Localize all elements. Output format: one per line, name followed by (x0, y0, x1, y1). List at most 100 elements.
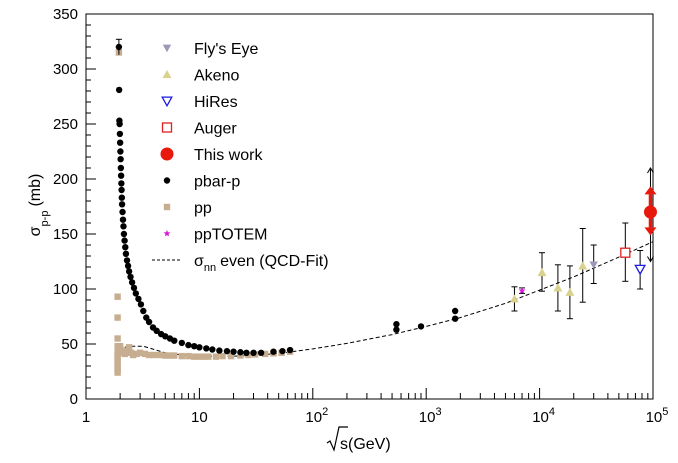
legend-item-pptotem: ppTOTEM (163, 227, 268, 244)
data-point-pbarp (116, 130, 124, 138)
data-point-pbarp (178, 339, 186, 347)
data-point-akeno (553, 283, 563, 292)
data-point-pp (178, 352, 186, 360)
data-point-pp (121, 350, 129, 358)
data-point-pbarp (121, 237, 128, 244)
data-point-pp (133, 350, 140, 358)
data-point-pbarp (417, 323, 425, 330)
x-tick-base: 10 (646, 409, 663, 426)
x-tick-base: 10 (419, 409, 436, 426)
data-point-pbarp (451, 315, 459, 322)
data-point-pp (196, 353, 203, 360)
fit-curve-line (124, 241, 654, 357)
data-point-pbarp (124, 262, 132, 270)
data-point-pp (227, 352, 235, 360)
data-point-pp (114, 357, 121, 364)
data-point-pbarp (140, 307, 147, 315)
data-point-pbarp (119, 216, 127, 223)
data-point-flyseye (589, 261, 598, 269)
data-point-pbarp (250, 349, 257, 356)
data-point-pbarp (120, 230, 128, 238)
y-tick-label: 0 (70, 391, 78, 408)
legend-marker-flyseye (162, 44, 172, 53)
sqrt-icon (326, 426, 348, 452)
x-axis-label: s(GeV) (326, 426, 391, 453)
data-point-pp (125, 344, 133, 351)
data-point-hires (634, 264, 647, 276)
systematic-arrow-up (647, 167, 654, 174)
error-arrow-down (644, 227, 657, 236)
data-point-pbarp (191, 343, 198, 350)
legend-label-fit: σnn even (QCD-Fit) (194, 253, 329, 274)
data-point-pbarp (279, 347, 286, 355)
legend-marker-thiswork (160, 147, 174, 161)
data-point-pbarp (185, 341, 192, 349)
data-point-pbarp (237, 349, 244, 356)
data-point-pbarp (196, 344, 203, 351)
data-point-pbarp (127, 273, 134, 281)
legend-marker-hires (161, 96, 173, 108)
legend-marker-akeno (162, 70, 172, 79)
legend-label-akeno: Akeno (194, 68, 239, 85)
series-thiswork (643, 167, 657, 263)
legend-label-main: σ (194, 253, 204, 270)
legend-label-flyseye: Fly's Eye (194, 41, 259, 58)
data-point-pbarp (393, 321, 400, 328)
data-point-akeno (509, 294, 519, 303)
data-point-pbarp (117, 164, 125, 172)
data-point-pptotem (518, 287, 526, 294)
y-tick-label: 50 (61, 336, 78, 353)
data-point-pbarp (122, 244, 129, 251)
data-point-pbarp (243, 349, 250, 356)
fit-curve-layer (124, 241, 654, 357)
legend-item-pp: pp (163, 200, 212, 217)
y-tick-label: 300 (53, 61, 78, 78)
legend-label-thiswork: This work (194, 147, 263, 164)
data-point-pp (151, 351, 158, 359)
legend-marker-pp (163, 203, 171, 211)
data-point-pp (191, 353, 198, 360)
data-point-pbarp (115, 43, 123, 51)
y-axis-label-main: σ (27, 226, 44, 236)
legend-item-flyseye: Fly's Eye (162, 41, 259, 58)
series-pptotem (518, 287, 526, 294)
legend: Fly's Eye Akeno HiRes Auger This work pbar-p p… (152, 41, 329, 274)
legend-item-fit: σnn even (QCD-Fit) (152, 253, 329, 274)
data-point-thiswork (643, 205, 657, 219)
legend-label-pptotem: ppTOTEM (194, 227, 268, 244)
x-tick-label: 10 (191, 409, 208, 426)
x-tick-exponent: 4 (549, 406, 555, 418)
data-point-pp (261, 350, 269, 358)
data-point-auger (620, 247, 631, 258)
data-points-layer (114, 38, 657, 376)
data-point-pbarp (119, 208, 126, 216)
data-point-pp (114, 369, 121, 376)
data-point-pp (141, 350, 148, 358)
legend-label-hires: HiRes (194, 94, 238, 111)
data-point-pbarp (171, 337, 178, 344)
y-axis-label-sub: p-p (39, 211, 51, 227)
data-point-pbarp (116, 120, 123, 128)
data-point-pbarp (120, 223, 127, 230)
data-point-pbarp (116, 139, 124, 146)
data-point-pbarp (125, 268, 133, 275)
data-point-pp (114, 360, 121, 367)
data-point-pbarp (118, 194, 126, 201)
y-axis-label: σp-p (mb) (27, 174, 51, 237)
data-point-pp (114, 293, 121, 300)
x-tick-base: 10 (532, 409, 549, 426)
x-tick-exponent: 5 (662, 406, 668, 418)
x-tick-label: 1 (82, 409, 90, 426)
series-auger (620, 222, 631, 282)
data-point-pp (219, 352, 226, 360)
data-point-pbarp (118, 180, 125, 187)
x-tick-label: 103 (419, 406, 442, 426)
data-point-pbarp (257, 349, 265, 356)
data-point-pbarp (117, 172, 125, 179)
data-point-pbarp (123, 257, 131, 264)
data-point-pbarp (203, 345, 210, 352)
data-point-pbarp (216, 347, 223, 354)
data-point-pbarp (118, 201, 126, 208)
